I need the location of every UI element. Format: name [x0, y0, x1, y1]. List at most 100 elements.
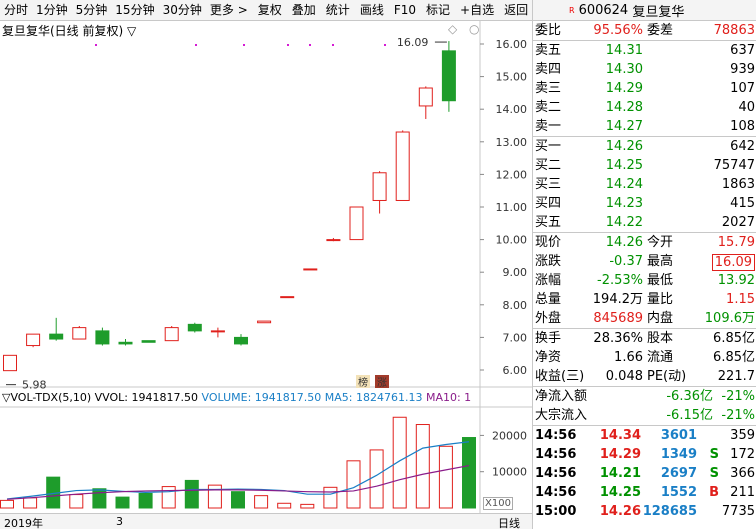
tab-1min[interactable]: 1分钟: [36, 2, 68, 17]
draw-line-button[interactable]: 画线: [359, 2, 384, 17]
stat-value: 1.66: [614, 350, 643, 365]
tab-intraday[interactable]: 分时: [4, 2, 29, 17]
tick-row: 15:00 14.26 128685 7735: [533, 502, 756, 521]
stat-label: PE(动): [647, 369, 687, 384]
sell-label: 卖二: [535, 100, 562, 115]
stock-name: 复旦复华: [632, 4, 685, 20]
chart-title-text: 复旦复华(日线 前复权): [2, 24, 124, 38]
candle-body: [418, 87, 433, 107]
event-dot: [384, 44, 386, 46]
overlay-button[interactable]: 叠加: [291, 2, 316, 17]
toolbar: 分时 1分钟 5分钟 15分钟 30分钟 更多 > 复权 叠加 统计 画线 F1…: [0, 0, 532, 21]
tick-count: 172: [730, 447, 755, 462]
tick-time: 14:56: [535, 485, 577, 500]
sell-volume: 40: [738, 100, 755, 115]
candle-body: [234, 336, 248, 345]
adjust-button[interactable]: 复权: [257, 2, 282, 17]
flow-value: -6.15亿: [666, 408, 713, 423]
price-tick-label: 11.00: [496, 201, 528, 214]
tick-volume: 1552: [660, 485, 697, 500]
tick-row: 14:56 14.34 3601 359: [533, 426, 756, 445]
stat-label: 内盘: [647, 311, 674, 326]
sell-label: 卖三: [535, 81, 562, 96]
tick-count: 359: [730, 428, 755, 443]
candle-body: [303, 268, 318, 271]
sell-volume: 108: [730, 119, 755, 134]
buy-label: 买三: [535, 177, 562, 192]
tick-flag: B: [709, 485, 719, 500]
tab-30min[interactable]: 30分钟: [162, 2, 202, 17]
tick-price: 14.26: [599, 504, 641, 519]
kline-chart[interactable]: 6.00 7.00 8.00 9.00 10.00 11.00 12.00 13.00 14.0…: [0, 21, 532, 513]
tick-count: 366: [730, 466, 755, 481]
volume-bar: [69, 494, 84, 509]
tick-volume: 1349: [660, 447, 697, 462]
period-label[interactable]: 日线: [498, 517, 520, 529]
price-tick-label: 9.00: [503, 266, 528, 279]
stat-row: 净资 1.66 流通 6.85亿: [533, 348, 756, 367]
tick-price: 14.29: [599, 447, 641, 462]
buy-row: 买四 14.23 415: [533, 194, 756, 213]
stat-row: 总量 194.2万 量比 1.15: [533, 290, 756, 309]
flow-label: 大宗流入: [535, 408, 588, 423]
add-watchlist-button[interactable]: +自选: [460, 2, 495, 17]
event-dot: [309, 44, 311, 46]
stat-value: 6.85亿: [713, 350, 755, 365]
chart-title: 复旦复华(日线 前复权) ▽: [2, 22, 136, 39]
sell-row: 卖二 14.28 40: [533, 98, 756, 117]
buy-label: 买五: [535, 215, 562, 230]
price-tick-label: 15.00: [496, 71, 528, 84]
price-tick-label: 8.00: [503, 299, 528, 312]
volume-bar: [0, 499, 14, 509]
buy-label: 买二: [535, 158, 562, 173]
candle-body: [3, 354, 17, 372]
buy-volume: 75747: [713, 158, 755, 173]
mark-button[interactable]: 标记: [426, 2, 451, 17]
tick-flag: S: [709, 447, 719, 462]
stat-value: 6.85亿: [713, 331, 755, 346]
stat-value: 13.92: [717, 273, 755, 288]
candle-body: [280, 296, 295, 299]
candle-body: [210, 330, 225, 333]
stat-value: 28.36%: [593, 331, 643, 346]
tab-5min[interactable]: 5分钟: [75, 2, 108, 17]
candle-body: [118, 341, 133, 345]
sell-label: 卖一: [535, 119, 562, 134]
event-badge: [375, 375, 389, 388]
tick-count: 211: [730, 485, 755, 500]
buy-price: 14.25: [605, 158, 643, 173]
sell-row: 卖四 14.30 939: [533, 60, 756, 79]
triangle-down-icon[interactable]: ▽: [2, 391, 11, 404]
volume-bar: [438, 445, 453, 509]
candle-body: [72, 327, 87, 340]
candle-body: [395, 131, 410, 201]
stat-label: 股本: [647, 331, 674, 346]
sell-price: 14.28: [605, 100, 643, 115]
stat-row: 外盘 845689 内盘 109.6万: [533, 309, 756, 328]
stat-label: 最高: [647, 254, 674, 269]
more-dropdown[interactable]: 更多 >: [206, 0, 252, 21]
candle-body: [26, 333, 41, 347]
vol-indicator[interactable]: VOL-TDX(5,10): [10, 391, 92, 404]
stats-button[interactable]: 统计: [325, 2, 350, 17]
stat-row: 现价 14.26 今开 15.79: [533, 233, 756, 252]
buy-row: 买二 14.25 75747: [533, 156, 756, 175]
buy-row: 买五 14.22 2027: [533, 213, 756, 232]
candle-body: [95, 330, 110, 345]
back-button[interactable]: 返回: [504, 2, 529, 17]
stat-label: 最低: [647, 273, 674, 288]
event-dot: [243, 44, 245, 46]
stat-label: 流通: [647, 350, 674, 365]
f10-button[interactable]: F10: [393, 2, 416, 17]
triangle-down-icon[interactable]: ▽: [127, 24, 137, 38]
stat-label: 涨跌: [535, 254, 562, 269]
tab-15min[interactable]: 15分钟: [115, 2, 155, 17]
stat-row: 涨跌 -0.37 最高 16.09: [533, 252, 756, 271]
chart-corner-icons[interactable]: ◇ ○: [448, 22, 484, 36]
sell-price: 14.31: [605, 43, 643, 58]
date-year: 2019年: [4, 517, 43, 529]
tick-volume: 3601: [660, 428, 697, 443]
candle-body: [441, 50, 456, 102]
candle-body: [372, 172, 387, 201]
price-tick-label: 12.00: [496, 168, 528, 181]
